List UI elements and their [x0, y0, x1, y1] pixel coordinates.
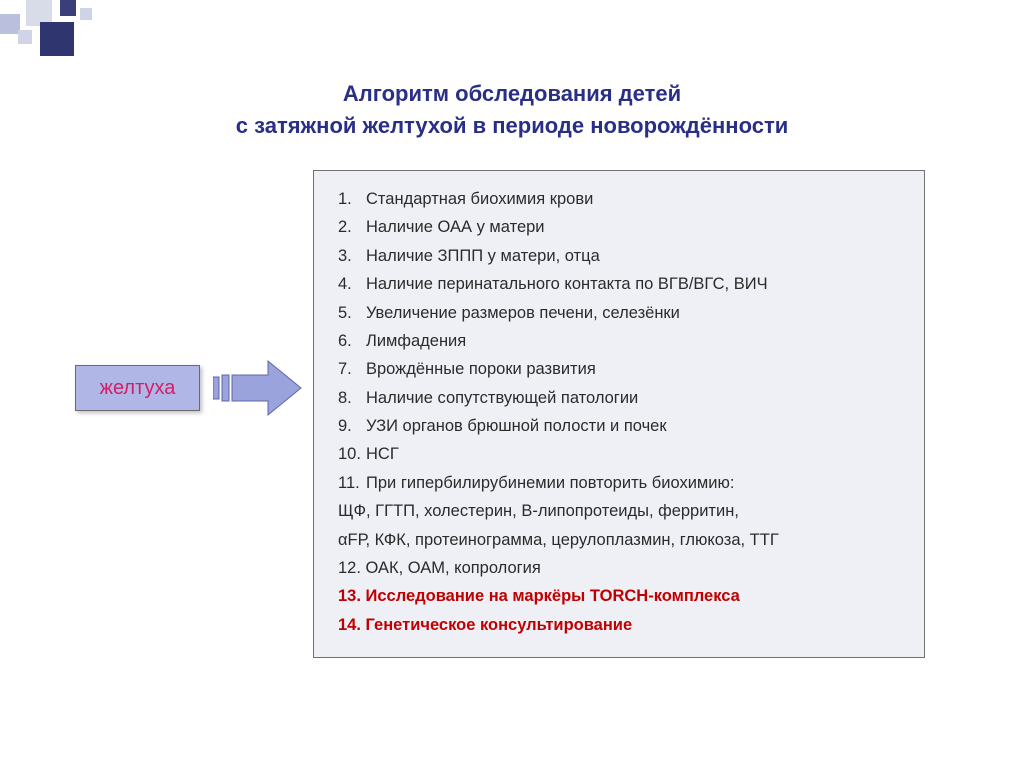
arrow-icon — [213, 357, 303, 419]
deco-square — [60, 0, 76, 16]
list-item-text: Увеличение размеров печени, селезёнки — [366, 304, 680, 322]
title-line-2: с затяжной желтухой в периоде новорождён… — [236, 113, 789, 138]
list-item-text: 14. Генетическое консультирование — [338, 616, 632, 634]
deco-square — [40, 22, 74, 56]
list-item-text: Наличие сопутствующей патологии — [366, 389, 638, 407]
algorithm-list: 1.Стандартная биохимия крови2.Наличие ОА… — [332, 185, 906, 639]
list-item-text: αFР, КФК, протеинограмма, церулоплазмин,… — [338, 531, 779, 549]
list-item-text: Врождённые пороки развития — [366, 360, 596, 378]
list-item-text: Наличие перинатального контакта по ВГВ/В… — [366, 275, 768, 293]
list-item-number: 2. — [338, 213, 362, 241]
list-item-number: 10. — [338, 440, 362, 468]
list-item-number: 8. — [338, 384, 362, 412]
title-line-1: Алгоритм обследования детей — [343, 81, 681, 106]
list-item: 11.При гипербилирубинемии повторить биох… — [338, 469, 906, 497]
list-item-text: УЗИ органов брюшной полости и почек — [366, 417, 667, 435]
list-item-number: 1. — [338, 185, 362, 213]
list-item-number: 11. — [338, 469, 362, 497]
deco-square — [0, 14, 20, 34]
flow-arrow — [213, 357, 303, 419]
list-item-number: 3. — [338, 242, 362, 270]
slide-corner-decoration — [0, 0, 130, 60]
flow-start-node: желтуха — [75, 365, 200, 411]
list-item: ЩФ, ГГТП, холестерин, В-липопротеиды, фе… — [338, 497, 906, 525]
list-item-number: 4. — [338, 270, 362, 298]
list-item: 1.Стандартная биохимия крови — [338, 185, 906, 213]
list-item-text: Стандартная биохимия крови — [366, 190, 593, 208]
list-item-text: При гипербилирубинемии повторить биохими… — [366, 474, 734, 492]
list-item-number: 9. — [338, 412, 362, 440]
list-item: 14. Генетическое консультирование — [338, 611, 906, 639]
list-item-text: НСГ — [366, 445, 399, 463]
list-item: αFР, КФК, протеинограмма, церулоплазмин,… — [338, 526, 906, 554]
list-item: 4.Наличие перинатального контакта по ВГВ… — [338, 270, 906, 298]
list-item-number: 6. — [338, 327, 362, 355]
list-item-text: 13. Исследование на маркёры TORCH-компле… — [338, 587, 740, 605]
list-item: 2.Наличие ОАА у матери — [338, 213, 906, 241]
list-item-text: Лимфадения — [366, 332, 466, 350]
list-item-number: 5. — [338, 299, 362, 327]
list-item: 13. Исследование на маркёры TORCH-компле… — [338, 582, 906, 610]
list-item-text: Наличие ЗППП у матери, отца — [366, 247, 600, 265]
list-item-text: ЩФ, ГГТП, холестерин, В-липопротеиды, фе… — [338, 502, 739, 520]
list-item-text: 12. ОАК, ОАМ, копрология — [338, 559, 541, 577]
list-item: 5.Увеличение размеров печени, селезёнки — [338, 299, 906, 327]
deco-square — [80, 8, 92, 20]
list-item: 10.НСГ — [338, 440, 906, 468]
list-item-number: 7. — [338, 355, 362, 383]
list-item: 9.УЗИ органов брюшной полости и почек — [338, 412, 906, 440]
slide-title: Алгоритм обследования детей с затяжной ж… — [0, 78, 1024, 142]
list-item-text: Наличие ОАА у матери — [366, 218, 545, 236]
list-item: 6.Лимфадения — [338, 327, 906, 355]
list-item: 7.Врождённые пороки развития — [338, 355, 906, 383]
algorithm-list-box: 1.Стандартная биохимия крови2.Наличие ОА… — [313, 170, 925, 658]
list-item: 12. ОАК, ОАМ, копрология — [338, 554, 906, 582]
start-node-label: желтуха — [100, 377, 176, 399]
list-item: 3.Наличие ЗППП у матери, отца — [338, 242, 906, 270]
deco-square — [18, 30, 32, 44]
list-item: 8.Наличие сопутствующей патологии — [338, 384, 906, 412]
